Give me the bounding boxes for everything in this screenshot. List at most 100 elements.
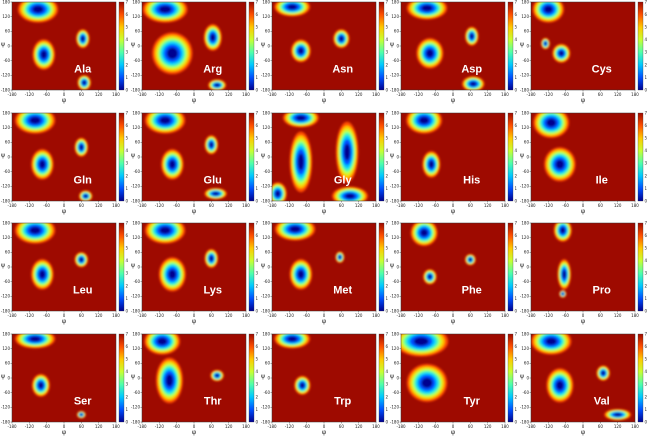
x-tick-label: 180 <box>242 92 250 97</box>
colorbar-tick-label: 7 <box>126 110 129 115</box>
colorbar-tick-label: 7 <box>385 0 388 4</box>
y-tick-label: 180 <box>262 110 270 115</box>
y-tick-label: 180 <box>132 331 140 336</box>
y-tick-label: 60 <box>524 139 530 144</box>
x-axis-label: φ <box>192 208 196 215</box>
colorbar-tick-label: 5 <box>515 25 518 30</box>
panel-gly: -180 -120 -60 0 60 120 180 180 120 60 0 -60 -120 -180… <box>260 110 389 221</box>
colorbar-tick-label: 2 <box>126 173 129 178</box>
x-axis-label: φ <box>192 318 196 325</box>
panel-svg: -180 -120 -60 0 60 120 180180120600-60-120-180… <box>520 331 648 436</box>
colorbar-tick-label: 7 <box>255 110 258 115</box>
y-axis-label: ψ <box>520 373 525 380</box>
x-tick-label: 180 <box>502 424 510 429</box>
colorbar-tick-label: 1 <box>385 185 388 190</box>
x-tick-label: -60 <box>563 313 570 318</box>
x-tick-label: -60 <box>563 203 570 208</box>
density-blob-3 <box>80 413 83 416</box>
colorbar-tick-label: 1 <box>645 296 648 301</box>
y-tick-label: 0 <box>267 154 270 159</box>
x-tick-label: -180 <box>527 424 537 429</box>
panel-svg: -180 -120 -60 0 60 120 180180120600-60-120-180… <box>260 110 388 215</box>
x-tick-label: -60 <box>433 424 440 429</box>
y-axis-label: ψ <box>1 373 6 380</box>
y-tick-label: 180 <box>132 110 140 115</box>
x-tick-label: -60 <box>303 92 310 97</box>
density-blob-3 <box>470 33 474 39</box>
y-tick-label: -120 <box>520 73 530 78</box>
colorbar-tick-label: 2 <box>645 283 648 288</box>
colorbar-tick-label: 4 <box>255 37 258 42</box>
x-tick-label: 120 <box>484 313 492 318</box>
x-tick-label: -120 <box>414 313 424 318</box>
density-blob-2 <box>426 49 434 58</box>
y-tick-label: -120 <box>1 404 11 409</box>
x-axis-label: φ <box>62 318 66 325</box>
y-tick-label: -60 <box>263 169 270 174</box>
density-layer <box>14 112 93 201</box>
x-axis-label: φ <box>62 208 66 215</box>
residue-label: Trp <box>334 395 351 407</box>
x-tick-label: -120 <box>414 203 424 208</box>
density-layer <box>406 112 443 178</box>
density-blob-4 <box>470 81 477 86</box>
x-tick-label: -180 <box>7 203 17 208</box>
colorbar-tick-label: 0 <box>645 308 648 313</box>
y-tick-label: 120 <box>262 235 270 240</box>
colorbar-tick-label: 5 <box>126 135 129 140</box>
y-tick-label: -180 <box>520 87 530 92</box>
y-tick-label: 120 <box>132 125 140 130</box>
residue-label: Leu <box>73 284 93 296</box>
colorbar-tick-label: 0 <box>255 308 258 313</box>
x-tick-label: 0 <box>193 92 196 97</box>
y-tick-label: 120 <box>392 14 400 19</box>
colorbar-tick-label: 3 <box>126 50 129 55</box>
y-tick-label: 60 <box>135 360 141 365</box>
density-blob-2 <box>555 159 565 169</box>
y-tick-label: 180 <box>2 331 10 336</box>
x-tick-label: -60 <box>563 424 570 429</box>
x-tick-label: 180 <box>242 203 250 208</box>
y-axis-label: ψ <box>1 41 6 48</box>
colorbar-tick-label: 0 <box>645 87 648 92</box>
x-tick-label: -120 <box>414 424 424 429</box>
colorbar-tick-label: 6 <box>255 122 258 127</box>
y-tick-label: 120 <box>392 125 400 130</box>
y-tick-label: 180 <box>522 0 530 4</box>
panel-ser: -180 -120 -60 0 60 120 180 180 120 60 0 -60 -120 -180… <box>0 331 129 442</box>
x-tick-label: -120 <box>155 424 165 429</box>
density-layer <box>17 2 91 90</box>
y-tick-label: 0 <box>137 154 140 159</box>
colorbar-tick-label: 0 <box>515 198 518 203</box>
colorbar-tick-label: 5 <box>385 135 388 140</box>
y-tick-label: 120 <box>392 235 400 240</box>
y-tick-label: 60 <box>5 29 11 34</box>
y-tick-label: -60 <box>393 279 400 284</box>
colorbar-tick-label: 7 <box>126 0 129 4</box>
x-tick-label: 0 <box>63 92 66 97</box>
x-tick-label: 120 <box>354 203 362 208</box>
x-tick-label: -60 <box>303 424 310 429</box>
x-tick-label: 0 <box>193 424 196 429</box>
colorbar-tick-label: 4 <box>126 148 129 153</box>
y-tick-label: 0 <box>137 43 140 48</box>
density-blob-1 <box>286 4 297 10</box>
density-blob-2 <box>168 269 176 279</box>
y-tick-label: 120 <box>132 346 140 351</box>
plot-background <box>531 223 636 311</box>
residue-label: Asn <box>332 63 353 75</box>
y-tick-label: -60 <box>523 169 530 174</box>
x-tick-label: -180 <box>527 92 537 97</box>
x-tick-label: 60 <box>79 424 85 429</box>
colorbar-tick-label: 7 <box>645 110 648 115</box>
y-tick-label: 60 <box>265 29 271 34</box>
y-tick-label: -180 <box>390 87 400 92</box>
residue-label: His <box>464 174 481 186</box>
x-tick-label: -60 <box>173 424 180 429</box>
x-tick-label: 0 <box>452 203 455 208</box>
y-tick-label: -120 <box>1 294 11 299</box>
colorbar-tick-label: 4 <box>126 37 129 42</box>
colorbar-tick-label: 7 <box>255 0 258 4</box>
y-axis-label: ψ <box>390 152 395 159</box>
y-axis-label: ψ <box>260 41 265 48</box>
